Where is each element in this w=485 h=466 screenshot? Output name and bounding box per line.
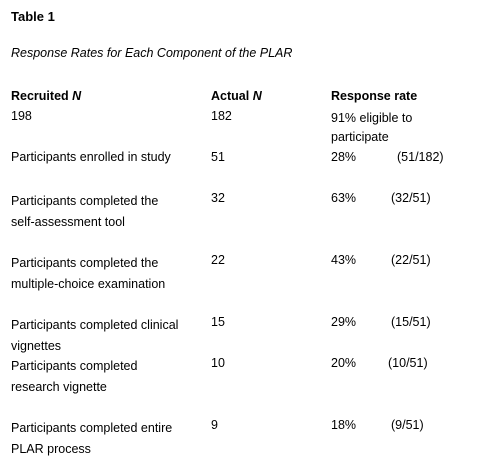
row-7-actual: 9 bbox=[211, 418, 218, 432]
row-1-actual: 182 bbox=[211, 109, 232, 123]
row-5-rate: 29% bbox=[331, 315, 357, 329]
row-6-rate: 20% bbox=[331, 356, 357, 370]
row-4-actual: 22 bbox=[211, 253, 225, 267]
row-4-fraction: (22/51) bbox=[391, 253, 431, 267]
row-1-rate: 91% eligible to participate bbox=[331, 111, 413, 144]
row-3-actual: 32 bbox=[211, 191, 225, 205]
row-5-fraction: (15/51) bbox=[391, 315, 431, 329]
row-3-label: Participants completed the self-assessme… bbox=[11, 194, 159, 229]
row-2-label: Participants enrolled in study bbox=[11, 150, 171, 164]
row-7-label: Participants completed entire PLAR proce… bbox=[11, 421, 173, 456]
row-7-fraction: (9/51) bbox=[391, 418, 424, 432]
header-response-rate: Response rate bbox=[331, 89, 418, 103]
row-5-actual: 15 bbox=[211, 315, 225, 329]
row-6-label: Participants completed research vignette bbox=[11, 359, 138, 394]
row-6-actual: 10 bbox=[211, 356, 225, 370]
table-label: Table 1 bbox=[11, 9, 55, 24]
row-5-label: Participants completed clinical vignette… bbox=[11, 318, 179, 353]
row-2-actual: 51 bbox=[211, 150, 225, 164]
row-6-fraction: (10/51) bbox=[388, 356, 428, 370]
row-3-fraction: (32/51) bbox=[391, 191, 431, 205]
table-caption: Response Rates for Each Component of the… bbox=[11, 46, 293, 60]
row-2-rate: 28% bbox=[331, 150, 357, 164]
header-actual: Actual N bbox=[211, 89, 262, 103]
header-recruited: Recruited N bbox=[11, 89, 82, 103]
row-4-label: Participants completed the multiple-choi… bbox=[11, 256, 166, 291]
row-4-rate: 43% bbox=[331, 253, 357, 267]
row-3-rate: 63% bbox=[331, 191, 357, 205]
row-2-fraction: (51/182) bbox=[397, 150, 444, 164]
row-7-rate: 18% bbox=[331, 418, 357, 432]
row-1-label: 198 bbox=[11, 109, 32, 123]
